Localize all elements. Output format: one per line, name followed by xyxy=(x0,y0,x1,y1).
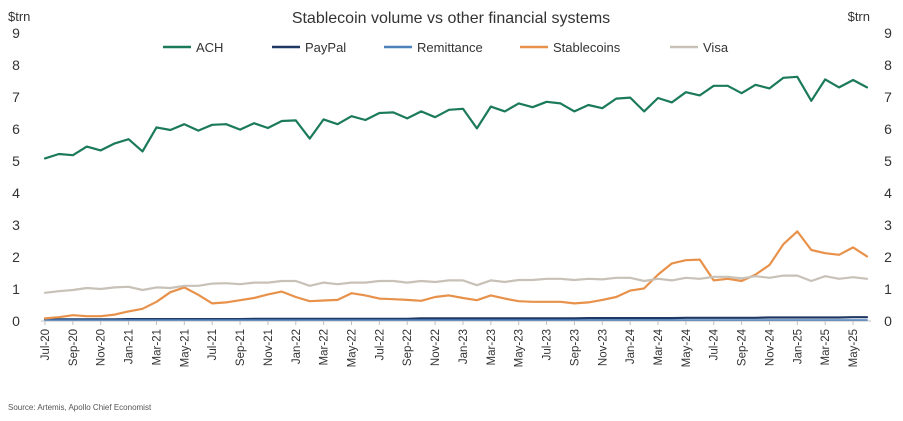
x-tick-label: Sep-24 xyxy=(737,328,749,366)
x-tick-label: Mar-23 xyxy=(486,329,498,365)
y-tick-label-right: 5 xyxy=(884,153,892,169)
y-tick-label-left: 2 xyxy=(12,249,20,265)
y-tick-label-left: 7 xyxy=(12,89,20,105)
x-tick-label: Sep-23 xyxy=(569,329,581,366)
x-tick-label: Nov-24 xyxy=(764,328,776,366)
x-tick-label: Jul-23 xyxy=(542,329,554,360)
x-tick-label: May-21 xyxy=(179,329,191,367)
x-tick-label: Nov-20 xyxy=(96,329,108,366)
y-tick-label-left: 1 xyxy=(12,281,20,297)
y-tick-label-right: 6 xyxy=(884,121,892,137)
legend: ACH PayPal Remittance Stablecoins Visa xyxy=(163,40,729,55)
x-tick-label: May-24 xyxy=(681,328,693,367)
y-axis-left: 0 1 2 3 4 5 6 7 8 9 xyxy=(12,25,20,329)
x-tick-label: Mar-24 xyxy=(653,328,665,365)
x-tick-label: Nov-21 xyxy=(263,329,275,366)
x-tick-label: Mar-21 xyxy=(151,329,163,365)
x-tick-label: Jul-20 xyxy=(40,329,52,360)
left-axis-unit: $trn xyxy=(8,9,30,24)
x-tick-label: Jan-25 xyxy=(792,329,804,364)
y-tick-label-left: 3 xyxy=(12,217,20,233)
right-axis-unit: $trn xyxy=(848,9,870,24)
series-lines xyxy=(43,75,869,321)
y-tick-label-left: 9 xyxy=(12,25,20,41)
y-tick-label-right: 3 xyxy=(884,217,892,233)
x-tick-label: Sep-21 xyxy=(235,329,247,366)
x-tick-label: Jan-24 xyxy=(625,328,637,364)
x-tick-label: May-22 xyxy=(347,329,359,367)
x-tick-label: May-25 xyxy=(848,329,860,367)
legend-label-visa: Visa xyxy=(703,40,729,55)
x-tick-label: Jul-22 xyxy=(374,329,386,360)
y-tick-label-right: 2 xyxy=(884,249,892,265)
y-tick-label-right: 4 xyxy=(884,185,892,201)
x-tick-label: Jan-22 xyxy=(291,329,303,364)
legend-label-stablecoins: Stablecoins xyxy=(553,40,621,55)
y-tick-label-right: 9 xyxy=(884,25,892,41)
y-tick-label-right: 0 xyxy=(884,313,892,329)
x-tick-label: May-23 xyxy=(514,329,526,367)
y-tick-label-left: 6 xyxy=(12,121,20,137)
y-tick-label-right: 7 xyxy=(884,89,892,105)
x-tick-label: Mar-22 xyxy=(319,329,331,365)
legend-label-ach: ACH xyxy=(196,40,223,55)
y-tick-label-left: 5 xyxy=(12,153,20,169)
y-tick-label-right: 1 xyxy=(884,281,892,297)
legend-label-paypal: PayPal xyxy=(305,40,346,55)
x-tick-label: Nov-22 xyxy=(430,329,442,366)
x-tick-label: Jan-21 xyxy=(124,329,136,364)
x-axis: Jul-20 Sep-20 Nov-20 Jan-21 Mar-21 May-21 Jul-… xyxy=(40,320,871,367)
x-tick-label: Sep-22 xyxy=(402,329,414,366)
series-line-stablecoins xyxy=(43,230,869,320)
y-axis-right: 0 1 2 3 4 5 6 7 8 9 xyxy=(884,25,892,329)
x-tick-label: Jul-24 xyxy=(709,328,721,360)
x-tick-label: Jan-23 xyxy=(458,329,470,364)
x-tick-label: Nov-23 xyxy=(597,329,609,366)
x-tick-label: Jul-21 xyxy=(207,329,219,360)
series-line-ach xyxy=(43,75,869,160)
legend-label-remittance: Remittance xyxy=(417,40,483,55)
series-line-visa xyxy=(43,274,869,294)
y-tick-label-left: 0 xyxy=(12,313,20,329)
y-tick-label-left: 4 xyxy=(12,185,20,201)
source-note: Source: Artemis, Apollo Chief Economist xyxy=(8,403,152,412)
y-tick-label-left: 8 xyxy=(12,57,20,73)
x-tick-label: Sep-20 xyxy=(68,329,80,366)
y-tick-label-right: 8 xyxy=(884,57,892,73)
series-line-paypal xyxy=(43,316,869,321)
x-tick-label: Mar-25 xyxy=(820,329,832,365)
chart-title: Stablecoin volume vs other financial sys… xyxy=(292,10,610,27)
